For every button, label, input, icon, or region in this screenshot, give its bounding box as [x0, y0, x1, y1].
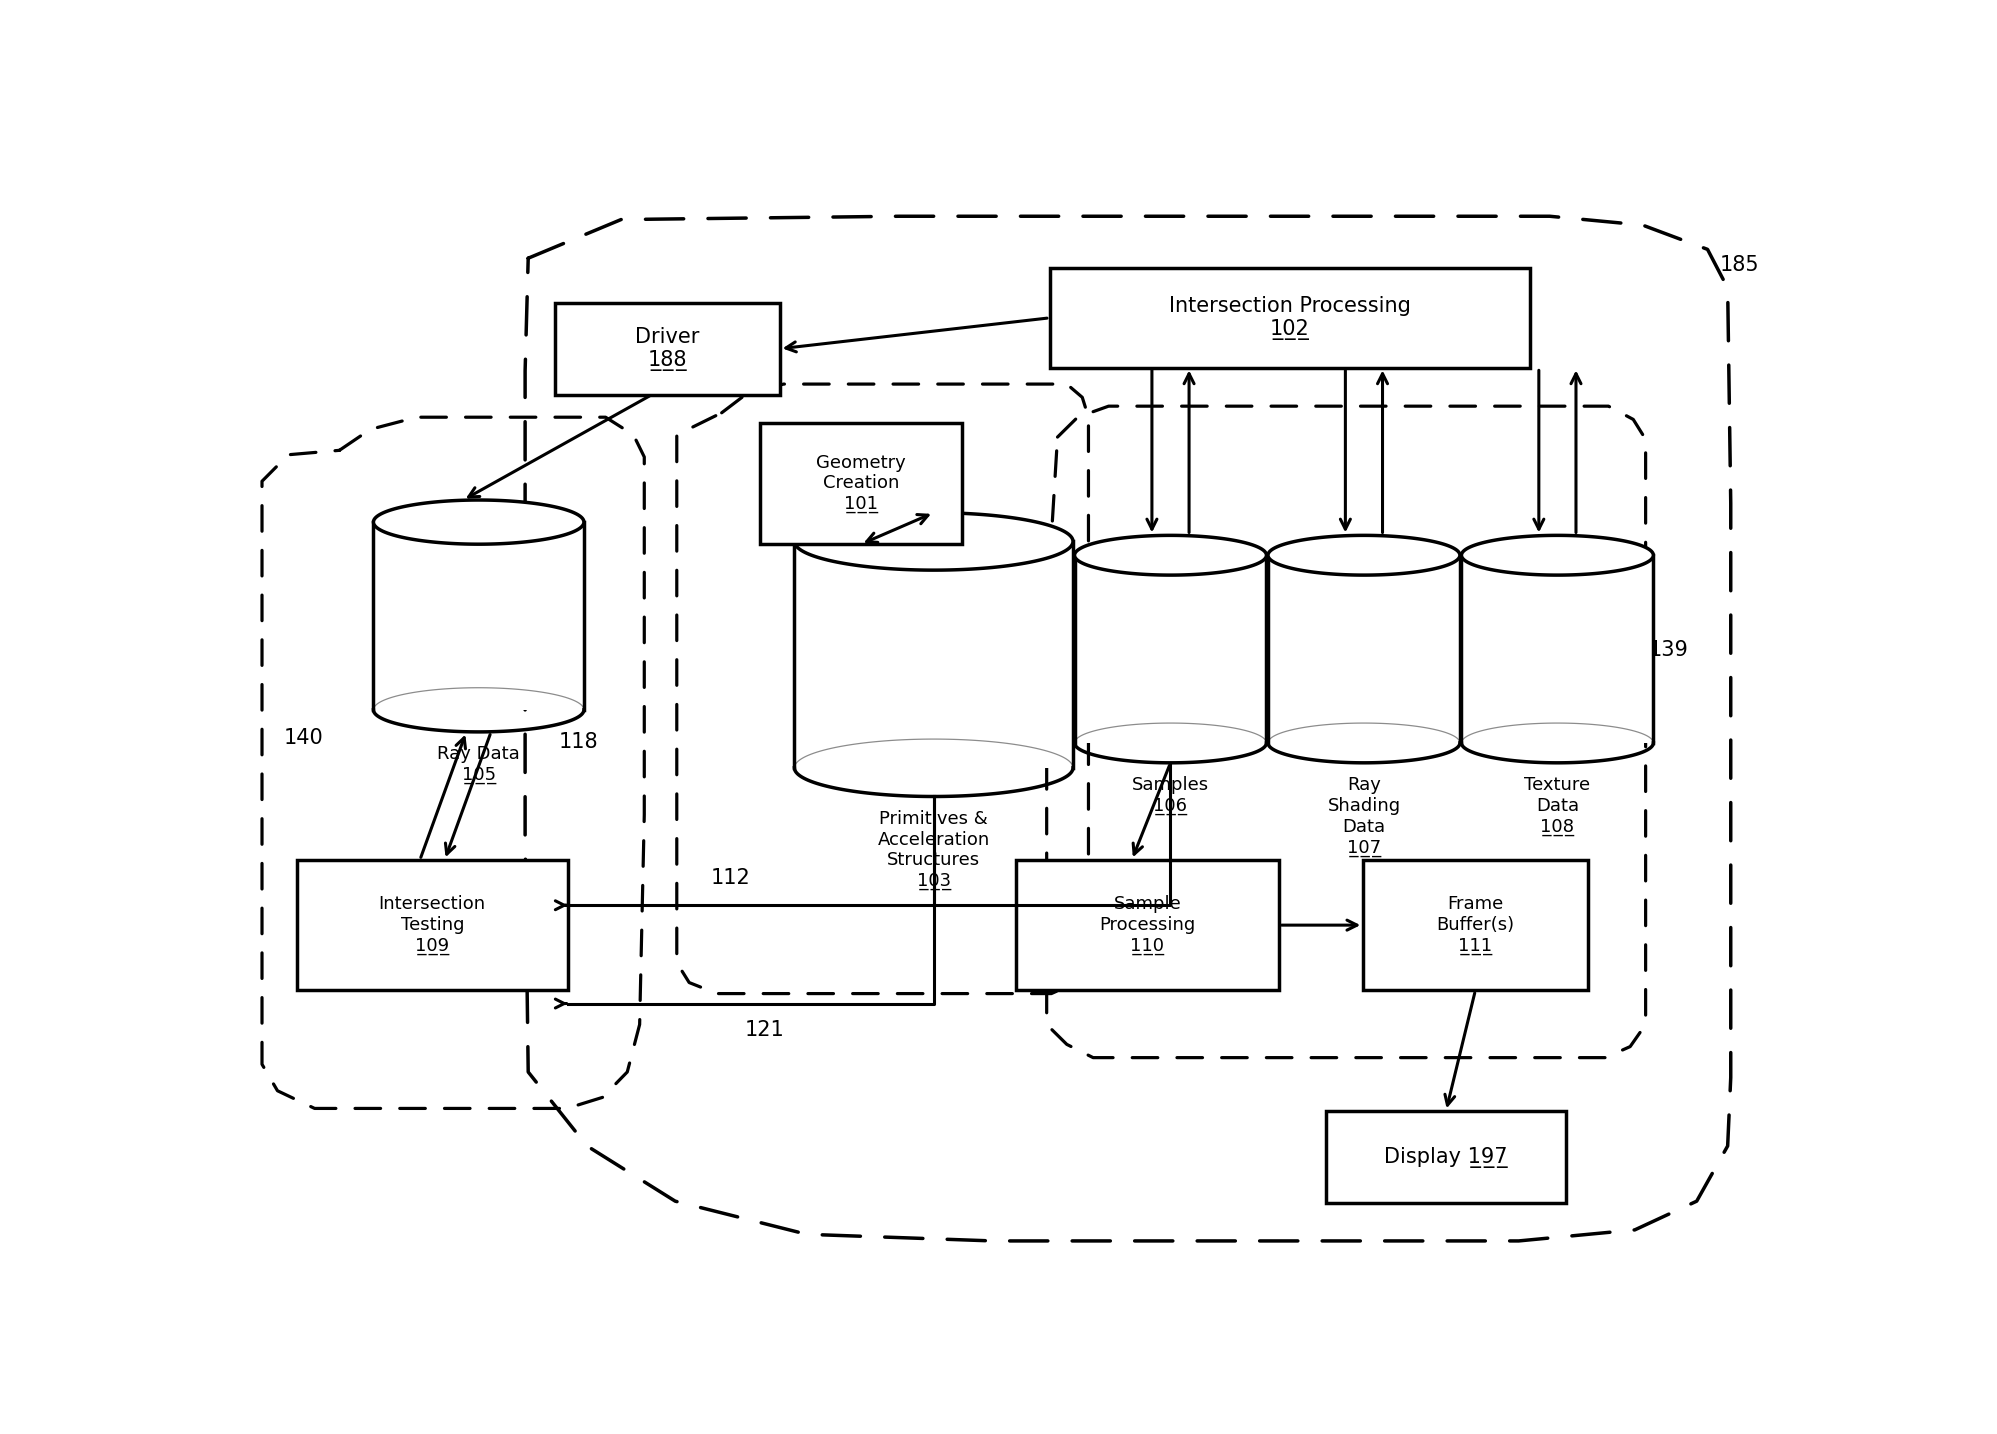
Text: Texture
Data
1̲0̲8̲: Texture Data 1̲0̲8̲ — [1524, 776, 1590, 836]
Polygon shape — [1462, 555, 1654, 743]
Polygon shape — [1268, 555, 1460, 743]
Polygon shape — [795, 542, 1072, 767]
Text: Intersection
Testing
1̲0̲9̲: Intersection Testing 1̲0̲9̲ — [379, 895, 485, 955]
Polygon shape — [373, 522, 583, 710]
Polygon shape — [1462, 535, 1654, 575]
Text: 118: 118 — [559, 733, 599, 753]
FancyBboxPatch shape — [1326, 1111, 1566, 1203]
Polygon shape — [795, 513, 1072, 571]
Text: Display 1̲9̲7̲: Display 1̲9̲7̲ — [1384, 1147, 1508, 1167]
Text: Geometry
Creation
1̲0̲1̲: Geometry Creation 1̲0̲1̲ — [817, 453, 907, 513]
Text: Driver
1̲8̲8̲: Driver 1̲8̲8̲ — [635, 327, 699, 371]
FancyBboxPatch shape — [761, 423, 963, 543]
Text: Primitives &
Acceleration
Structures
1̲0̲3̲: Primitives & Acceleration Structures 1̲0… — [877, 810, 991, 891]
FancyBboxPatch shape — [1050, 268, 1530, 367]
Text: Ray
Shading
Data
1̲0̲7̲: Ray Shading Data 1̲0̲7̲ — [1328, 776, 1400, 856]
Text: Samples
1̲0̲6̲: Samples 1̲0̲6̲ — [1132, 776, 1208, 815]
FancyBboxPatch shape — [298, 860, 567, 991]
Text: Intersection Processing
1̲0̲2̲: Intersection Processing 1̲0̲2̲ — [1168, 295, 1410, 340]
FancyBboxPatch shape — [1016, 860, 1278, 991]
Text: 140: 140 — [284, 728, 324, 749]
Polygon shape — [1074, 535, 1266, 575]
Text: Ray Data
1̲0̲5̲: Ray Data 1̲0̲5̲ — [437, 746, 519, 784]
Text: 112: 112 — [711, 868, 751, 888]
Polygon shape — [1268, 535, 1460, 575]
Text: 121: 121 — [745, 1020, 785, 1040]
Polygon shape — [1074, 555, 1266, 743]
FancyBboxPatch shape — [1364, 860, 1588, 991]
Text: 139: 139 — [1650, 640, 1689, 660]
Text: Frame
Buffer(s)
1̲1̲1̲: Frame Buffer(s) 1̲1̲1̲ — [1436, 895, 1514, 955]
Text: Sample
Processing
1̲1̲0̲: Sample Processing 1̲1̲0̲ — [1098, 895, 1196, 955]
Polygon shape — [373, 500, 583, 543]
FancyBboxPatch shape — [555, 303, 779, 394]
Text: 185: 185 — [1719, 255, 1759, 275]
